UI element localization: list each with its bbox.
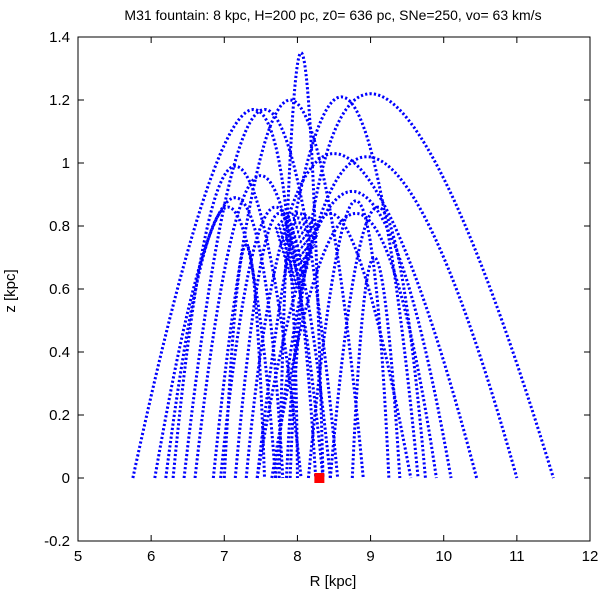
trajectory-line [193, 174, 325, 479]
trajectory-line [131, 107, 299, 479]
x-tick-label: 5 [74, 548, 82, 565]
trajectory-line [182, 107, 340, 479]
y-tick-label: 1.4 [49, 29, 70, 46]
y-tick-label: -0.2 [44, 533, 70, 550]
trajectory-bundle-arc [286, 258, 309, 270]
trajectory-bundle-arc [287, 262, 308, 274]
trajectory-line [164, 205, 277, 479]
trajectory-line [277, 51, 325, 479]
y-axis-label: z [kpc] [2, 269, 19, 312]
x-tick-label: 9 [366, 548, 374, 565]
y-tick-label: 0.6 [49, 281, 70, 298]
trajectory-line [270, 211, 438, 479]
trajectory-bundle-arc [282, 244, 313, 258]
x-tick-label: 12 [582, 548, 599, 565]
trajectory-bundle-arc [277, 225, 317, 242]
x-tick-label: 6 [147, 548, 155, 565]
x-tick-label: 10 [435, 548, 452, 565]
trajectory-line [233, 211, 318, 479]
trajectory-line [255, 189, 453, 479]
tick-layer: 5 6 7 8 9 10 11 12 -0.2 0 0.2 0.4 0.6 0.8 1 1.2 1.4 [44, 29, 598, 565]
x-tick-label: 7 [220, 548, 228, 565]
trajectory-bundle-arc [276, 221, 319, 238]
y-tick-label: 1.2 [49, 92, 70, 109]
x-tick-label: 11 [509, 548, 525, 565]
trajectory-line [328, 205, 427, 479]
trajectory-line [171, 164, 303, 479]
trajectory-line [244, 152, 479, 479]
trajectory-line [288, 92, 555, 479]
trajectory-line [222, 243, 267, 479]
source-layer [314, 473, 325, 483]
trajectory-bundle-arc [279, 230, 316, 246]
trajectory-bundle-arc [289, 271, 305, 282]
trajectory-bundle-arc [281, 239, 314, 254]
chart-title: M31 fountain: 8 kpc, H=200 pc, z0= 636 p… [124, 7, 541, 23]
y-tick-label: 0.2 [49, 407, 70, 424]
x-tick-label: 8 [293, 548, 301, 565]
trajectory-layer [131, 51, 555, 479]
trajectory-bundle-arc [291, 276, 304, 286]
y-tick-label: 1 [62, 155, 70, 172]
trajectory-bundle-arc [274, 211, 321, 231]
trajectory-bundle-arc [275, 216, 320, 235]
trajectory-bundle-arc [283, 248, 311, 262]
trajectory-line [284, 211, 413, 479]
trajectory-line [219, 205, 332, 479]
trajectory-line [211, 98, 365, 479]
source-point-marker [314, 473, 325, 483]
trajectory-bundle-arc [288, 267, 307, 278]
y-tick-label: 0 [62, 470, 70, 487]
y-tick-label: 0.4 [49, 344, 70, 361]
trajectory-line [153, 196, 285, 479]
trajectory-line [306, 199, 391, 479]
x-axis-label: R [kpc] [310, 573, 357, 590]
y-tick-label: 0.8 [49, 218, 70, 235]
